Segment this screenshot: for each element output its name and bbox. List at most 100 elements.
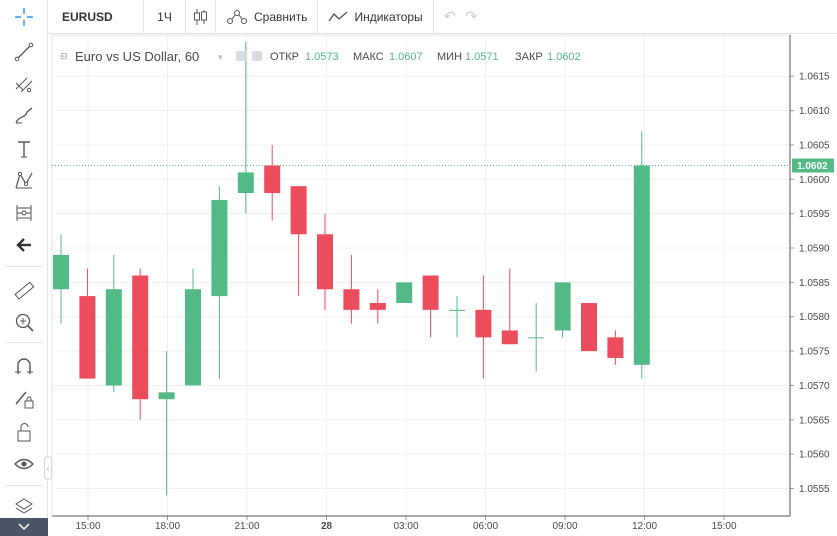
high-value: 1.0607 [389,51,423,63]
prediction-tool[interactable] [0,198,48,228]
compare-button[interactable]: Сравнить [216,0,319,34]
price-tick-label: 1.0600 [799,175,830,186]
zoom-tool[interactable] [0,307,48,337]
price-tick-label: 1.0615 [799,72,830,83]
chart-type-button[interactable] [186,0,216,34]
candle [237,41,254,214]
compare-label: Сравнить [254,9,308,24]
lock-drawing-tool[interactable] [0,384,48,414]
undo-icon[interactable]: ↶ [443,8,456,24]
candle-body [290,186,307,235]
candle-body [53,254,69,290]
close-label: ЗАКР [515,51,543,63]
candle-body [105,289,122,386]
unlock-icon [17,423,31,442]
time-tick-label: 15:00 [75,521,100,532]
candle [528,302,545,372]
candle-body [185,289,201,386]
sidebar-divider [6,342,42,343]
candle-body [158,392,175,400]
text-tool[interactable] [0,134,48,164]
time-tick-label: 03:00 [393,521,418,532]
candle-body [422,275,439,310]
plot-area [51,34,791,517]
candle [501,268,518,345]
low-label: МИН [437,51,462,63]
candle-body [317,234,333,290]
price-axis[interactable]: 1.0615 1.0610 1.0605 1.0600 1.0595 1.0590 1.05… [789,35,830,516]
sidebar-divider [6,485,42,486]
candle-type-icon [193,8,207,25]
candle-body [528,337,545,339]
ruler-tool[interactable] [0,276,48,306]
candle [369,289,386,324]
time-tick-label: 09:00 [552,521,577,532]
interval-label: 1Ч [157,9,172,24]
zoom-in-icon [15,313,34,332]
price-tick-label: 1.0580 [799,312,830,323]
pattern-icon [15,171,33,189]
price-tick-label: 1.0565 [799,415,830,426]
candle [422,275,439,338]
prediction-icon [16,205,32,221]
candle-body [396,282,413,303]
sidebar-collapse-handle[interactable]: ‹ [44,456,52,480]
legend-title: Euro vs US Dollar, 60 [75,49,199,64]
magnet-tool[interactable] [0,351,48,381]
candle [581,302,597,352]
candle [343,254,360,324]
candle [185,268,201,386]
candle [633,131,650,379]
candle-body [607,337,624,358]
interval-button[interactable]: 1Ч [144,0,186,34]
candle-body [369,302,386,310]
remove-tool[interactable] [0,230,48,260]
ruler-icon [14,281,35,300]
price-tick-label: 1.0570 [799,381,830,392]
top-toolbar: EURUSD 1Ч Сравнить Индикаторы ↶ ↷ [0,0,837,34]
candle [158,351,175,496]
time-axis[interactable]: 15:00 18:00 21:00 28 03:00 06:00 09:00 12:00 15:… [52,515,790,532]
crosshair-tool[interactable] [0,2,48,32]
candle [554,282,571,338]
compare-icon [227,9,247,24]
candle-body [581,302,597,352]
time-tick-label: 06:00 [473,521,498,532]
candle-body [501,330,518,345]
fib-tool[interactable] [0,69,48,99]
sidebar-divider [6,266,42,267]
time-tick-label: 28 [321,521,333,532]
symbol-search[interactable]: EURUSD [0,0,144,34]
time-tick-label: 21:00 [234,521,259,532]
candle [317,213,333,310]
unlock-tool[interactable] [0,417,48,447]
back-arrow-icon [16,238,31,252]
indicators-icon [328,11,348,21]
candle-body [237,172,254,194]
price-tick-label: 1.0605 [799,140,830,151]
brush-tool[interactable] [0,101,48,131]
visibility-tool[interactable] [0,449,48,479]
trend-line-icon [14,42,34,62]
price-tick-label: 1.0575 [799,347,830,358]
indicators-button[interactable]: Индикаторы [318,0,434,34]
trend-line-tool[interactable] [0,37,48,67]
time-tick-label: 12:00 [632,521,657,532]
redo-icon[interactable]: ↷ [465,8,478,24]
settings-icon[interactable] [236,51,246,61]
layers-tool[interactable] [0,492,48,522]
candle [449,296,465,338]
chevron-down-icon[interactable]: ▾ [218,52,223,62]
fib-icon [15,77,33,93]
collapse-icon[interactable]: ⊟ [60,51,68,61]
candle [211,186,228,379]
candle-body [554,282,571,331]
candle [53,234,69,324]
candle-body [449,309,465,311]
pattern-tool[interactable] [0,166,48,196]
sidebar-expand-button[interactable] [0,518,48,536]
time-tick-label: 18:00 [155,521,180,532]
candle-body [132,275,149,400]
close-series-icon[interactable] [252,51,262,61]
